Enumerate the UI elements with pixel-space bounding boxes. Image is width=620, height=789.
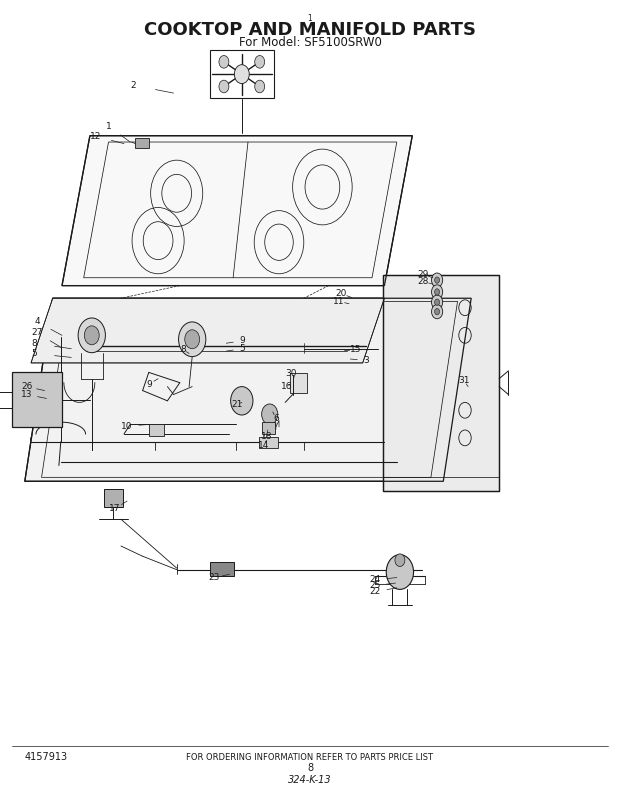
- Circle shape: [432, 305, 443, 319]
- Text: 9: 9: [239, 336, 245, 346]
- Text: 22: 22: [370, 587, 381, 596]
- Circle shape: [255, 80, 265, 93]
- Bar: [210, 562, 234, 576]
- Circle shape: [435, 289, 440, 295]
- Text: COOKTOP AND MANIFOLD PARTS: COOKTOP AND MANIFOLD PARTS: [144, 21, 476, 39]
- Text: 1: 1: [308, 14, 312, 23]
- Polygon shape: [290, 373, 307, 393]
- Text: 4: 4: [34, 317, 40, 327]
- Polygon shape: [383, 275, 499, 491]
- Text: 13: 13: [21, 390, 32, 399]
- Text: 8: 8: [180, 345, 186, 354]
- Text: 4157913: 4157913: [25, 753, 68, 762]
- Circle shape: [179, 322, 206, 357]
- Bar: [262, 422, 275, 434]
- Text: 29: 29: [418, 270, 429, 279]
- Circle shape: [432, 273, 443, 287]
- Text: 21: 21: [231, 400, 242, 409]
- Circle shape: [435, 299, 440, 305]
- Text: 17: 17: [109, 504, 120, 514]
- Text: 10: 10: [122, 421, 133, 431]
- Text: 24: 24: [370, 575, 381, 585]
- Circle shape: [219, 55, 229, 68]
- Circle shape: [435, 308, 440, 315]
- Circle shape: [432, 295, 443, 309]
- Text: 16: 16: [281, 382, 292, 391]
- Bar: [149, 424, 164, 436]
- Circle shape: [234, 65, 249, 84]
- FancyBboxPatch shape: [12, 372, 62, 427]
- Text: 11: 11: [334, 297, 345, 306]
- Text: 23: 23: [208, 573, 219, 582]
- Circle shape: [84, 326, 99, 345]
- Text: 31: 31: [458, 376, 469, 385]
- Text: 9: 9: [146, 380, 152, 389]
- Text: 6: 6: [273, 413, 279, 423]
- Text: 25: 25: [370, 581, 381, 590]
- Text: 1: 1: [105, 122, 112, 131]
- Text: 5: 5: [31, 349, 37, 358]
- Text: 20: 20: [335, 289, 347, 298]
- Circle shape: [262, 404, 278, 424]
- Bar: [259, 437, 278, 448]
- Text: 26: 26: [21, 382, 32, 391]
- Text: 8: 8: [31, 338, 37, 348]
- Text: 15: 15: [350, 345, 361, 354]
- Circle shape: [435, 277, 440, 283]
- Circle shape: [231, 387, 253, 415]
- Text: FOR ORDERING INFORMATION REFER TO PARTS PRICE LIST: FOR ORDERING INFORMATION REFER TO PARTS …: [187, 753, 433, 762]
- Circle shape: [386, 555, 414, 589]
- Text: 14: 14: [258, 441, 269, 451]
- Text: 5: 5: [239, 344, 245, 353]
- Text: 2: 2: [130, 80, 136, 90]
- Circle shape: [432, 285, 443, 299]
- Bar: [104, 489, 123, 507]
- Text: 3: 3: [363, 356, 369, 365]
- Text: 28: 28: [418, 277, 429, 286]
- Circle shape: [185, 330, 200, 349]
- Circle shape: [395, 554, 405, 567]
- Text: 30: 30: [286, 368, 297, 378]
- Text: For Model: SF5100SRW0: For Model: SF5100SRW0: [239, 36, 381, 49]
- Text: 18: 18: [261, 432, 272, 441]
- Bar: [135, 138, 149, 148]
- Polygon shape: [62, 136, 412, 286]
- Circle shape: [78, 318, 105, 353]
- Circle shape: [255, 55, 265, 68]
- Text: 8: 8: [307, 763, 313, 772]
- Polygon shape: [25, 298, 471, 481]
- Text: 27: 27: [32, 328, 43, 338]
- Polygon shape: [31, 298, 384, 363]
- Circle shape: [219, 80, 229, 93]
- Text: 324-K-13: 324-K-13: [288, 775, 332, 784]
- Text: 12: 12: [91, 132, 102, 141]
